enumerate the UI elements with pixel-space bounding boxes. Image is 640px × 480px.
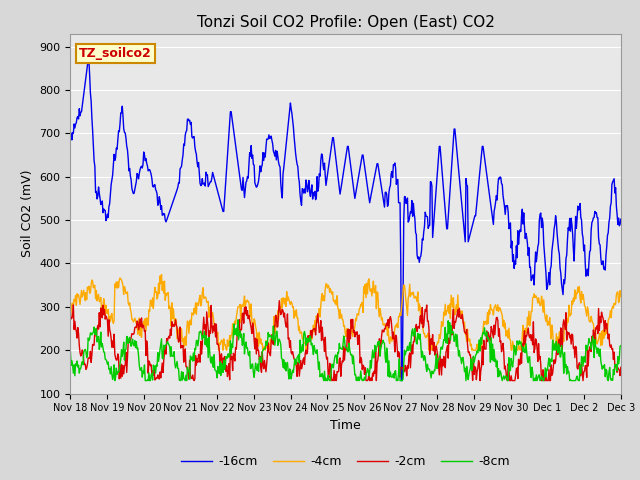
-16cm xyxy=(463,182,470,188)
Legend: -16cm, -4cm, -2cm, -8cm: -16cm, -4cm, -2cm, -8cm xyxy=(176,450,515,473)
-4cm xyxy=(67,313,74,319)
-2cm xyxy=(143,345,151,350)
-4cm xyxy=(303,338,310,344)
-4cm xyxy=(463,338,470,344)
Line: -8cm: -8cm xyxy=(70,320,621,381)
-8cm xyxy=(111,378,118,384)
-8cm xyxy=(324,378,332,384)
-2cm xyxy=(67,309,74,314)
-16cm xyxy=(617,216,625,222)
-4cm xyxy=(214,348,222,353)
-8cm xyxy=(617,343,625,348)
-16cm xyxy=(84,57,92,62)
-2cm xyxy=(324,354,332,360)
-8cm xyxy=(463,364,470,370)
-2cm xyxy=(190,378,198,384)
Text: TZ_soilco2: TZ_soilco2 xyxy=(79,47,152,60)
Line: -16cm: -16cm xyxy=(70,60,621,381)
-4cm xyxy=(143,317,151,323)
-2cm xyxy=(476,378,484,384)
X-axis label: Time: Time xyxy=(330,419,361,432)
-16cm xyxy=(323,177,330,183)
-4cm xyxy=(68,300,76,306)
Line: -4cm: -4cm xyxy=(70,275,621,350)
-8cm xyxy=(234,317,242,323)
-16cm xyxy=(302,177,310,183)
-8cm xyxy=(476,348,484,354)
-16cm xyxy=(397,378,405,384)
Line: -2cm: -2cm xyxy=(70,300,621,381)
-4cm xyxy=(476,340,484,346)
-8cm xyxy=(303,335,310,341)
-4cm xyxy=(617,294,625,300)
-8cm xyxy=(68,362,76,368)
-16cm xyxy=(145,168,152,174)
-2cm xyxy=(68,313,76,319)
-2cm xyxy=(275,298,283,303)
-4cm xyxy=(324,285,332,291)
-2cm xyxy=(617,364,625,370)
-16cm xyxy=(67,129,74,135)
-2cm xyxy=(303,351,310,357)
-16cm xyxy=(68,130,76,136)
-4cm xyxy=(157,272,165,277)
Y-axis label: Soil CO2 (mV): Soil CO2 (mV) xyxy=(21,170,34,257)
-16cm xyxy=(476,167,484,172)
-2cm xyxy=(463,326,470,332)
-8cm xyxy=(145,378,152,384)
Title: Tonzi Soil CO2 Profile: Open (East) CO2: Tonzi Soil CO2 Profile: Open (East) CO2 xyxy=(196,15,495,30)
-8cm xyxy=(67,348,74,354)
